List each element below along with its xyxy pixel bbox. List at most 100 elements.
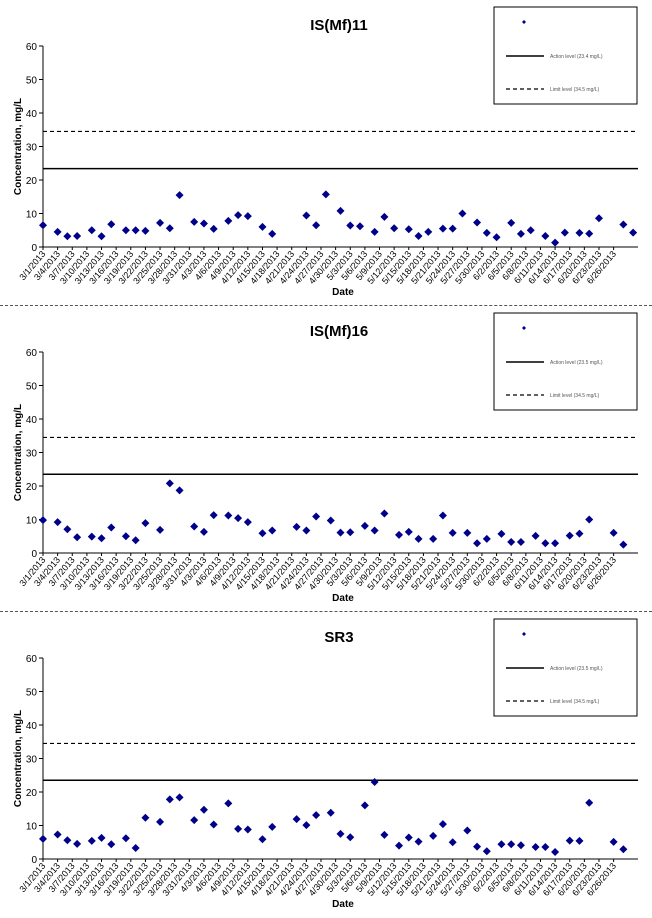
y-tick-label: 30	[26, 449, 38, 460]
data-point	[516, 841, 525, 850]
data-point	[395, 841, 404, 850]
data-point	[575, 228, 584, 237]
data-point	[73, 839, 82, 848]
data-point	[131, 843, 140, 852]
y-tick-label: 40	[26, 415, 38, 426]
data-point	[429, 831, 438, 840]
data-point	[165, 795, 174, 804]
x-axis-label: Date	[332, 287, 354, 298]
data-point	[141, 226, 150, 235]
legend-action-label: Action level (23.5 mg/L)	[550, 360, 603, 366]
chart-title: SR3	[324, 629, 353, 646]
data-point	[619, 220, 628, 229]
data-point	[497, 840, 506, 849]
data-point	[609, 528, 618, 537]
y-tick-label: 60	[26, 348, 38, 359]
legend-limit-label: Limit level (34.5 mg/L)	[550, 87, 600, 93]
data-point	[336, 528, 345, 537]
data-point	[516, 229, 525, 238]
y-tick-label: 20	[26, 482, 38, 493]
data-point	[585, 229, 594, 238]
data-point	[551, 847, 560, 856]
data-point	[360, 521, 369, 530]
data-point	[224, 216, 233, 225]
data-point	[268, 229, 277, 238]
data-point	[560, 228, 569, 237]
data-point	[321, 190, 330, 199]
y-tick-label: 0	[31, 549, 37, 560]
data-point	[360, 801, 369, 810]
data-point	[531, 842, 540, 851]
data-point	[438, 511, 447, 520]
data-point	[190, 217, 199, 226]
data-point	[594, 214, 603, 223]
y-tick-label: 10	[26, 822, 38, 833]
data-point	[565, 531, 574, 540]
data-point	[73, 533, 82, 542]
data-point	[175, 191, 184, 200]
data-point	[356, 222, 365, 231]
y-tick-label: 50	[26, 382, 38, 393]
data-point	[63, 232, 72, 241]
data-point	[63, 836, 72, 845]
y-tick-label: 10	[26, 210, 38, 221]
legend-action-label: Action level (23.4 mg/L)	[550, 54, 603, 60]
data-point	[312, 221, 321, 230]
y-tick-label: 40	[26, 721, 38, 732]
data-point	[473, 539, 482, 548]
y-tick-label: 50	[26, 76, 38, 87]
data-point	[414, 231, 423, 240]
data-point	[243, 518, 252, 527]
data-point	[224, 799, 233, 808]
data-point	[141, 813, 150, 822]
y-tick-label: 30	[26, 755, 38, 766]
data-point	[97, 833, 106, 842]
data-point	[121, 532, 130, 541]
data-point	[507, 218, 516, 227]
y-tick-label: 30	[26, 143, 38, 154]
data-point	[585, 515, 594, 524]
data-point	[156, 525, 165, 534]
data-point	[234, 514, 243, 523]
data-point	[370, 227, 379, 236]
data-point	[551, 539, 560, 548]
data-point	[87, 532, 96, 541]
data-point	[326, 808, 335, 817]
data-point	[243, 825, 252, 834]
legend-action-label: Action level (23.5 mg/L)	[550, 666, 603, 672]
data-point	[370, 526, 379, 535]
chart-1: IS(Mf)11 0 10 20 30 40 50 60 Concentration, mg/L…	[13, 6, 638, 298]
data-point	[551, 238, 560, 247]
data-point	[302, 211, 311, 220]
data-point	[609, 837, 618, 846]
y-tick-label: 20	[26, 788, 38, 799]
x-axis-label: Date	[332, 899, 354, 910]
data-point	[336, 829, 345, 838]
y-axis-label: Concentration, mg/L	[13, 710, 24, 807]
data-point	[190, 816, 199, 825]
data-point	[424, 227, 433, 236]
data-point	[302, 821, 311, 830]
data-point	[404, 833, 413, 842]
data-point	[292, 522, 301, 531]
data-point	[414, 837, 423, 846]
data-point	[497, 529, 506, 538]
legend-limit-label: Limit level (34.5 mg/L)	[550, 393, 600, 399]
y-tick-label: 40	[26, 109, 38, 120]
data-point	[507, 537, 516, 546]
y-tick-label: 10	[26, 516, 38, 527]
data-point	[312, 512, 321, 521]
y-tick-label: 20	[26, 176, 38, 187]
data-point	[209, 820, 218, 829]
data-point	[448, 528, 457, 537]
data-point	[97, 232, 106, 241]
data-point	[380, 830, 389, 839]
y-axis-label: Concentration, mg/L	[13, 404, 24, 501]
data-point	[336, 206, 345, 215]
data-point	[312, 811, 321, 820]
data-point	[258, 529, 267, 538]
y-tick-label: 0	[31, 243, 37, 254]
x-axis-label: Date	[332, 593, 354, 604]
chart-title: IS(Mf)16	[310, 323, 368, 340]
data-point	[541, 842, 550, 851]
